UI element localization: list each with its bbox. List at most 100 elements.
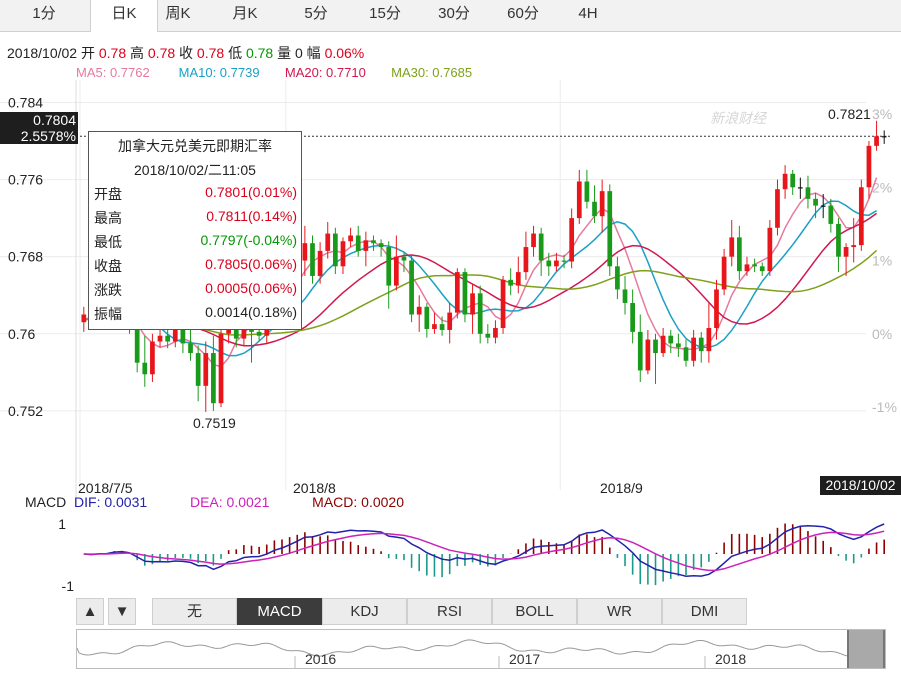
- candle-body: [836, 223, 841, 257]
- timeframe-tabbar: 1分 日K 周K 月K 5分 15分 30分 60分 4H: [0, 0, 901, 32]
- tooltip-row-label: 涨跌: [94, 282, 122, 298]
- macd-chart[interactable]: 1 -1: [0, 510, 901, 598]
- tab-3[interactable]: 周K: [165, 5, 191, 22]
- tab-9[interactable]: 4H: [578, 5, 598, 22]
- candle-body: [637, 331, 643, 371]
- tab-7[interactable]: 30分: [438, 5, 470, 22]
- tooltip-row-value: 0.7797(-0.04%): [200, 232, 297, 248]
- scroll-up-button[interactable]: ▲: [76, 598, 104, 625]
- candle-body: [607, 191, 613, 267]
- ohlc-tooltip: 加拿大元兑美元即期汇率 2018/10/02/二11:05 开盘 0.7801(0…: [88, 131, 302, 330]
- tooltip-row-value: 0.0005(0.06%): [205, 280, 297, 296]
- candle-body: [782, 173, 788, 190]
- x-axis-label: 2018/9: [600, 480, 643, 496]
- pct-tick-label: 2%: [872, 179, 892, 195]
- candle-body: [447, 312, 453, 330]
- close-label: 收: [179, 45, 194, 61]
- open-value: 0.78: [98, 45, 127, 61]
- candle-body: [813, 198, 818, 206]
- candle-body: [485, 333, 491, 338]
- ma-legend: MA5: 0.7762 MA10: 0.7739 MA20: 0.7710 MA…: [76, 65, 472, 80]
- candle-body: [325, 233, 331, 251]
- candle-body: [706, 328, 712, 352]
- range-navigator[interactable]: 2016 2017 2018: [76, 629, 886, 669]
- candle-body: [729, 237, 735, 257]
- candle-body: [203, 353, 209, 386]
- candle-body: [218, 333, 224, 404]
- candle-body: [188, 343, 193, 354]
- macd-tick-label: -1: [62, 578, 75, 594]
- ma30-line: [83, 249, 878, 336]
- tooltip-datetime: 2018/10/02/二11:05: [134, 162, 256, 178]
- candle-body: [432, 324, 437, 329]
- indicator-button-2[interactable]: MACD: [237, 598, 322, 625]
- tab-8[interactable]: 60分: [507, 5, 539, 22]
- high-value: 0.78: [147, 45, 176, 61]
- scroll-down-button[interactable]: ▼: [108, 598, 136, 625]
- candle-body: [424, 306, 430, 329]
- tooltip-row-value: 0.7801(0.01%): [205, 184, 297, 200]
- ma20-label: MA20: 0.7710: [284, 65, 366, 80]
- dea-line: [83, 530, 885, 572]
- amp-value: 0.06%: [324, 45, 365, 61]
- low-value: 0.78: [245, 45, 274, 61]
- info-date: 2018/10/02: [7, 45, 78, 61]
- navigator-year-label: 2017: [509, 651, 540, 667]
- candle-body: [858, 187, 864, 246]
- candle-body: [371, 240, 376, 244]
- min-price-label: 0.7519: [193, 415, 236, 431]
- dea-label: DEA: 0.0021: [189, 494, 270, 510]
- ma30-label: MA30: 0.7685: [391, 65, 473, 80]
- current-price-box: 0.7804 2.5578%: [0, 112, 78, 144]
- navigator-line: [77, 639, 885, 658]
- x-axis-label: 2018/7/5: [78, 480, 133, 496]
- navigator-window-handle[interactable]: [847, 630, 885, 668]
- candle-body: [508, 279, 514, 286]
- indicator-button-5[interactable]: BOLL: [492, 598, 577, 625]
- tab-4[interactable]: 月K: [232, 5, 258, 22]
- dif-label: DIF: 0.0031: [74, 494, 148, 510]
- candle-body: [714, 289, 719, 329]
- indicator-button-1[interactable]: 无: [152, 598, 237, 625]
- indicator-button-7[interactable]: DMI: [662, 598, 747, 625]
- candle-body: [698, 337, 704, 352]
- open-label: 开: [80, 45, 95, 61]
- indicator-button-bar: ▲ ▼ 无 MACD KDJ RSI BOLL WR DMI: [76, 598, 901, 626]
- tooltip-row-value: 0.7805(0.06%): [205, 256, 297, 272]
- candle-body: [393, 256, 399, 286]
- ma10-label: MA10: 0.7739: [178, 65, 260, 80]
- tab-1[interactable]: 1分: [32, 5, 56, 22]
- candle-body: [493, 328, 498, 338]
- candle-body: [416, 306, 422, 315]
- candle-body: [554, 260, 559, 267]
- current-pct: 2.5578%: [20, 128, 76, 144]
- tab-2[interactable]: 日K: [90, 0, 158, 32]
- macd-label: MACD: 0.0020: [312, 494, 404, 510]
- ma5-label: MA5: 0.7762: [76, 65, 150, 80]
- candle-body: [157, 335, 163, 342]
- candle-body: [584, 181, 590, 202]
- candle-body: [477, 293, 483, 334]
- candle-body: [523, 247, 529, 273]
- indicator-button-6[interactable]: WR: [577, 598, 662, 625]
- candle-body: [363, 240, 369, 251]
- indicator-button-4[interactable]: RSI: [407, 598, 492, 625]
- candle-body: [500, 279, 506, 329]
- candle-body: [462, 272, 468, 315]
- candle-body: [310, 243, 315, 276]
- candle-body: [630, 302, 636, 332]
- candle-body: [676, 343, 681, 348]
- candle-body: [165, 335, 171, 342]
- indicator-button-3[interactable]: KDJ: [322, 598, 407, 625]
- tab-5[interactable]: 5分: [304, 5, 328, 22]
- candle-body: [81, 314, 87, 323]
- candle-body: [615, 266, 620, 290]
- candle-body: [820, 205, 826, 207]
- pct-tick-label: -1%: [872, 399, 897, 415]
- candle-body: [195, 353, 201, 386]
- tab-6[interactable]: 15分: [369, 5, 401, 22]
- candle-body: [172, 328, 178, 342]
- candle-body: [592, 201, 597, 217]
- candlestick-chart[interactable]: 0.784 0.776 0.768 0.76 0.752 3% 2% 1% 0% -1% 0.782…: [0, 80, 901, 500]
- pct-tick-label: 1%: [872, 253, 892, 269]
